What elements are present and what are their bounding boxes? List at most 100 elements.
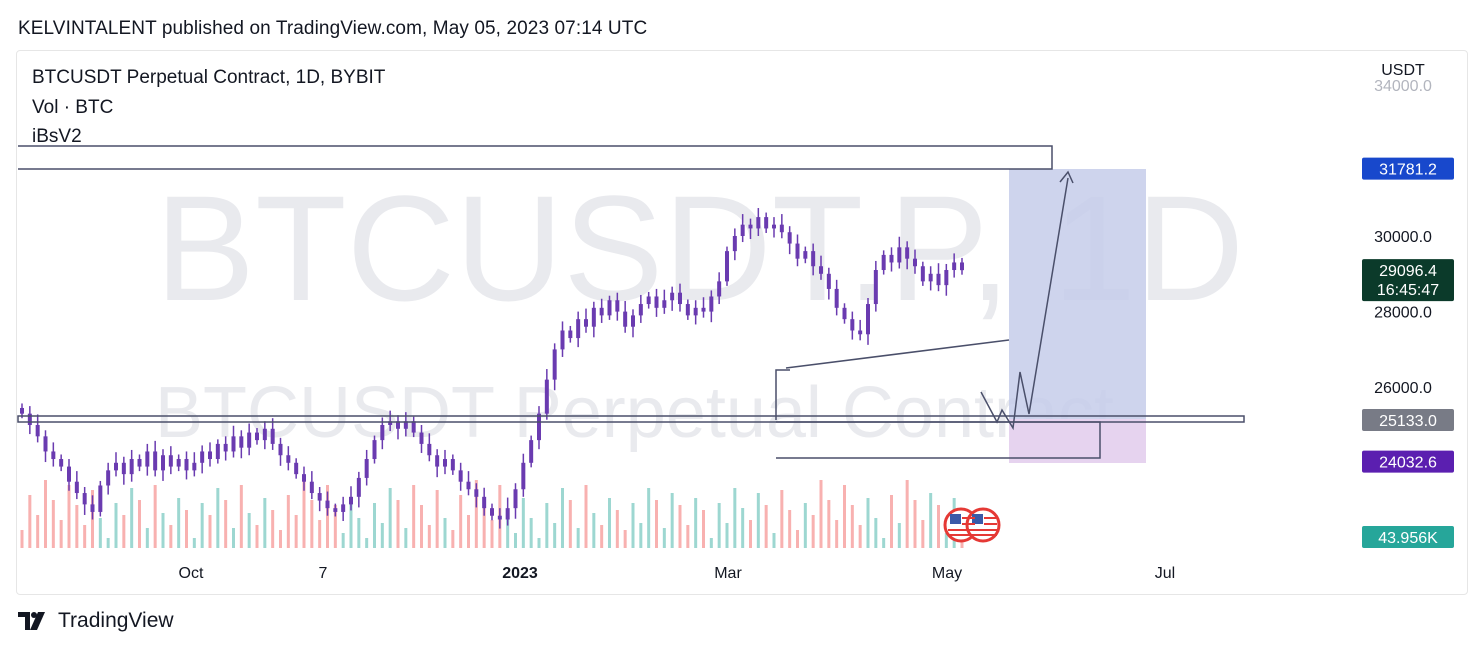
candle-body — [638, 304, 643, 316]
candle-body — [521, 462, 526, 490]
volume-bar — [28, 495, 32, 548]
volume-bar — [67, 485, 71, 548]
candle-body — [270, 428, 275, 444]
candle-body — [200, 451, 205, 463]
volume-bar — [412, 485, 416, 548]
candle-body — [427, 443, 432, 456]
volume-bar — [529, 518, 533, 548]
volume-bar — [631, 503, 635, 548]
x-tick-label: May — [932, 565, 962, 582]
candle-body — [952, 262, 957, 271]
candle-body — [928, 273, 933, 282]
volume-bar — [420, 505, 423, 548]
volume-bar — [153, 485, 157, 548]
candle-body — [176, 459, 181, 467]
volume-bar — [850, 505, 854, 548]
volume-bar — [185, 510, 188, 548]
candle-body — [670, 292, 675, 301]
candle-body — [654, 296, 659, 308]
candle-body — [466, 481, 471, 490]
volume-bar — [44, 480, 47, 548]
candle-body — [905, 247, 910, 259]
candle-body — [435, 455, 440, 467]
volume-bar — [772, 533, 776, 548]
volume-bar — [521, 498, 525, 548]
price-label-box — [1362, 259, 1454, 302]
volume-bar — [247, 513, 251, 548]
candle-body — [787, 232, 792, 244]
volume-bar — [576, 528, 580, 548]
candle-body — [913, 258, 917, 267]
candle-body — [819, 266, 823, 274]
candle-body — [834, 288, 839, 308]
candle-body — [474, 489, 479, 497]
candle-body — [137, 459, 142, 467]
volume-bar — [913, 500, 917, 548]
candle-body — [623, 311, 628, 327]
volume-bar — [349, 498, 353, 548]
volume-bar — [341, 533, 345, 548]
candle-body — [717, 281, 722, 297]
candle-body — [161, 455, 165, 471]
volume-bar — [835, 520, 839, 548]
volume-bar — [937, 505, 940, 548]
volume-bar — [788, 510, 792, 548]
candle-body — [317, 493, 322, 501]
candle-body — [732, 236, 737, 252]
candle-body — [897, 247, 902, 263]
volume-bar — [138, 500, 141, 548]
candle-body — [239, 436, 244, 448]
volume-bar — [333, 505, 337, 548]
volume-bar — [733, 488, 737, 548]
candle-body — [764, 217, 769, 229]
candle-body — [826, 273, 831, 289]
volume-bar — [756, 493, 760, 548]
candle-body — [725, 251, 729, 282]
demand-rect — [776, 421, 1101, 459]
volume-bars — [20, 480, 964, 548]
candle-body — [850, 319, 855, 331]
volume-bar — [803, 503, 807, 548]
volume-bar — [255, 525, 259, 548]
candle-body — [709, 296, 714, 312]
published-header: KELVINTALENT published on TradingView.co… — [18, 18, 648, 39]
tradingview-logo-icon — [18, 612, 45, 630]
volume-bar — [122, 515, 126, 548]
candle-body — [646, 296, 651, 305]
footer-brand[interactable]: TradingView — [58, 609, 174, 632]
volume-label-box — [1362, 526, 1454, 548]
candle-body — [811, 251, 816, 267]
volume-bar — [51, 500, 55, 548]
candle-body — [490, 508, 494, 516]
volume-bar — [224, 500, 228, 548]
candle-body — [372, 440, 377, 460]
breakout-rect — [775, 369, 790, 420]
price-label-box — [1362, 157, 1454, 180]
volume-bar — [427, 525, 431, 548]
legend-indicator[interactable]: iBsV2 — [32, 126, 82, 147]
candle-body — [223, 443, 228, 452]
volume-bar — [200, 503, 204, 548]
legend-symbol[interactable]: BTCUSDT Perpetual Contract, 1D, BYBIT — [32, 67, 386, 88]
volume-bar — [592, 513, 596, 548]
candle-body — [333, 508, 338, 512]
candle-body — [59, 459, 64, 467]
projection-arrowhead — [1059, 170, 1074, 184]
price-label-text: 29096.4 — [1379, 263, 1437, 280]
candle-body — [607, 300, 612, 316]
candle-body — [544, 379, 549, 414]
candle-body — [920, 266, 925, 282]
candle-body — [960, 262, 964, 271]
volume-bar — [357, 518, 361, 548]
volume-bar — [404, 528, 408, 548]
candle-body — [662, 300, 667, 308]
volume-bar — [467, 515, 470, 548]
legend-volume[interactable]: Vol · BTC — [32, 97, 114, 118]
candle-body — [944, 270, 949, 286]
footer: TradingView — [18, 609, 174, 633]
candle-body — [513, 489, 518, 509]
volume-bar — [866, 498, 870, 548]
us-economic-event-icon[interactable] — [943, 507, 1001, 543]
candle-body — [129, 459, 134, 475]
